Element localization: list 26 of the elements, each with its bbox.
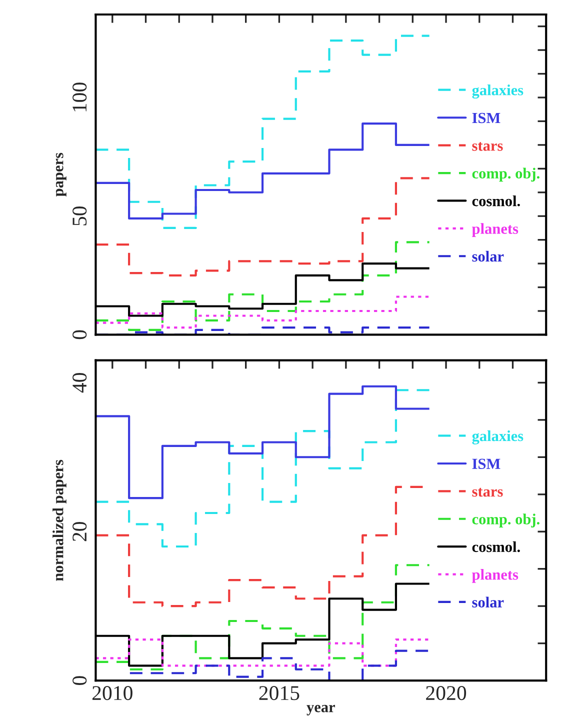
x-tick-label: 2020 [426,686,466,700]
legend-label: cosmol. [472,541,520,552]
y-tick-label: 0 [72,676,87,685]
legend-label: solar [472,596,504,608]
y-tick-label: 100 [72,82,87,112]
legend-label: ISM [472,458,500,469]
x-tick-label: 2015 [259,686,300,700]
legend-label: galaxies [472,84,524,99]
y-tick-label: 50 [72,206,87,226]
x-axis-title: year [306,704,335,716]
y-axis-title: normalized papers [52,460,66,581]
legend-label: solar [472,250,504,262]
legend-label: comp. obj. [472,514,540,528]
y-axis-title: papers [56,152,66,196]
legend-label: galaxies [472,430,524,444]
legend-label: stars [472,488,503,497]
legend-label: cosmol. [472,195,520,206]
legend-label: stars [472,142,503,151]
legend-label: planets [472,223,518,238]
x-tick-label: 2010 [92,686,132,700]
y-tick-label: 40 [72,373,87,393]
y-tick-label: 0 [72,330,87,340]
y-tick-label: 20 [72,522,87,542]
legend-label: planets [472,569,518,583]
legend-label: comp. obj. [472,168,540,182]
legend-label: ISM [472,112,500,124]
